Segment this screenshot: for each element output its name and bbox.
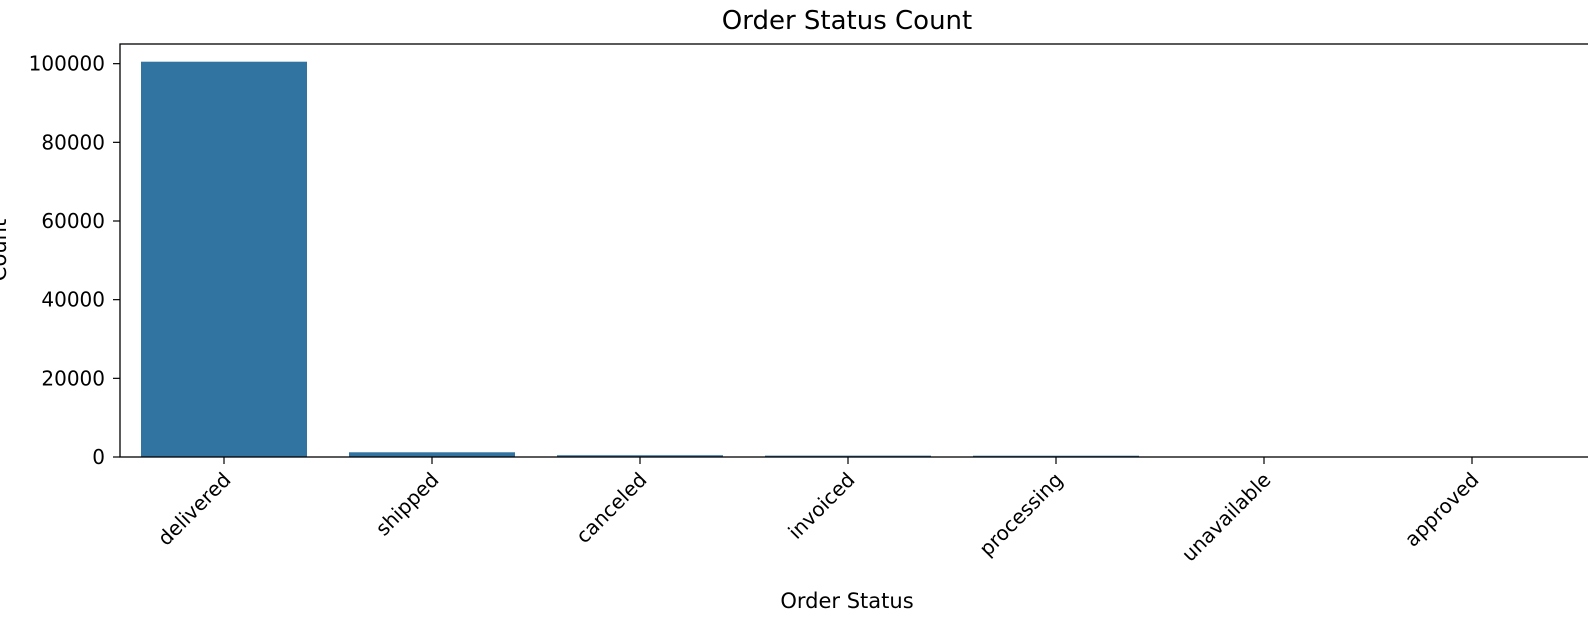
y-tick-label: 80000 (41, 130, 105, 154)
plot-frame (119, 43, 1588, 458)
x-axis: delivered shipped canceled invoiced processi… (153, 457, 1484, 566)
x-tick-label: unavailable (1177, 468, 1276, 567)
y-tick-label: 0 (92, 445, 105, 469)
x-tick-label: delivered (153, 468, 236, 551)
y-tick-label: 20000 (41, 366, 105, 390)
bar-delivered (141, 61, 307, 457)
bar-canceled (557, 455, 723, 457)
chart-title: Order Status Count (722, 6, 972, 36)
y-axis: 0 20000 40000 60000 80000 100000 (29, 52, 120, 469)
x-tick-label: approved (1400, 468, 1484, 552)
y-tick-label: 100000 (29, 52, 105, 76)
x-tick-label: processing (974, 468, 1067, 561)
x-axis-label: Order Status (780, 589, 913, 613)
bar-invoiced (765, 455, 931, 457)
x-tick-label: shipped (371, 468, 444, 541)
x-tick-label: invoiced (783, 468, 859, 544)
y-tick-label: 60000 (41, 209, 105, 233)
y-tick-label: 40000 (41, 288, 105, 312)
bars-group (141, 61, 1555, 457)
y-axis-label: Count (0, 219, 11, 281)
x-tick-label: canceled (571, 468, 651, 548)
bar-shipped (349, 452, 515, 457)
